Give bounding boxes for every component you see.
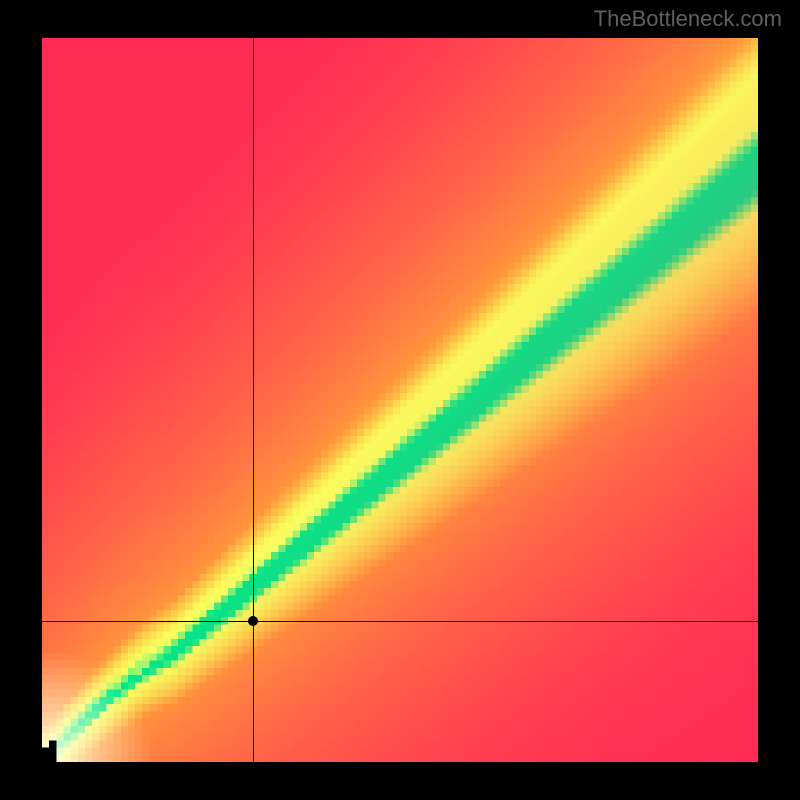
watermark-text: TheBottleneck.com bbox=[594, 6, 782, 32]
heatmap-plot bbox=[42, 38, 758, 762]
crosshair-marker bbox=[248, 616, 258, 626]
crosshair-horizontal bbox=[42, 621, 758, 622]
heatmap-canvas bbox=[42, 38, 758, 762]
crosshair-vertical bbox=[253, 38, 254, 762]
